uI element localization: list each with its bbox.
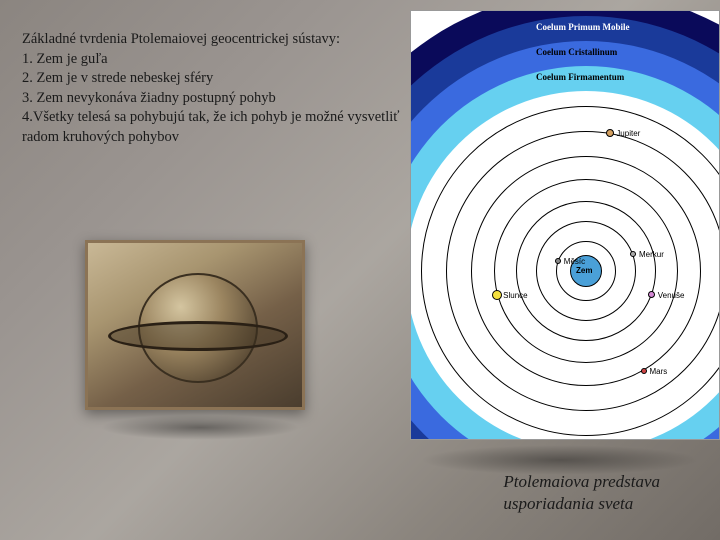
item-4: 4.Všetky telesá sa pohybujú tak, že ich …	[22, 108, 402, 147]
planet-label: Slunce	[503, 291, 527, 300]
item-2: 2. Zem je v strede nebeskej sféry	[22, 69, 402, 89]
planet-dot	[630, 251, 636, 257]
sphere-label: Coelum Cristallinum	[536, 47, 617, 57]
diagram-caption: Ptolemaiova predstava usporiadania sveta	[503, 471, 660, 515]
caption-line-2: usporiadania sveta	[503, 493, 660, 515]
caption-line-1: Ptolemaiova predstava	[503, 471, 660, 493]
engraving-shadow	[100, 415, 300, 440]
historical-engraving	[85, 240, 305, 410]
earth-label: Zem	[576, 266, 592, 275]
planet-label: Merkur	[639, 250, 664, 259]
planet-dot	[555, 258, 561, 264]
main-text-block: Základné tvrdenia Ptolemaiovej geocentri…	[22, 30, 402, 147]
planet-dot	[641, 368, 647, 374]
engraving-ring	[108, 321, 288, 351]
item-1: 1. Zem je guľa	[22, 50, 402, 70]
geocentric-diagram: EmpyreusCoelum Primum MobileCoelum Crist…	[410, 10, 720, 440]
sphere-label: Coelum Firmamentum	[536, 72, 624, 82]
planet-dot	[492, 290, 502, 300]
heading-text: Základné tvrdenia Ptolemaiovej geocentri…	[22, 30, 402, 50]
planet-label: Jupiter	[616, 129, 640, 138]
sphere-label: Coelum Primum Mobile	[536, 22, 630, 32]
planet-label: Venuše	[658, 291, 685, 300]
planet-label: Mars	[650, 367, 668, 376]
item-3: 3. Zem nevykonáva žiadny postupný pohyb	[22, 89, 402, 109]
planet-label: Měsíc	[564, 257, 585, 266]
